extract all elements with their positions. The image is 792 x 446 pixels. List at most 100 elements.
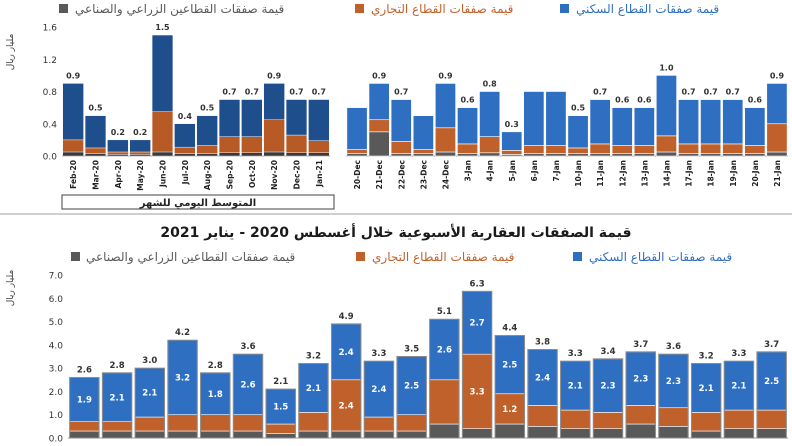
bar-total-label: 2.8 [110,361,125,371]
bar-segment-residential [501,131,523,151]
bar-frame [429,318,460,439]
legend-swatch-commercial-bottom [356,252,365,261]
x-tick-label: Jun-20 [159,160,168,188]
bar-segment-commercial [744,145,766,154]
bar-segment-commercial [691,412,722,432]
bar-segment-agri_industrial [545,153,567,157]
bar-residential-label: 2.5 [764,377,779,387]
bar-segment-commercial [368,119,390,133]
bar-segment-agri_industrial [200,430,231,439]
bar-total-label: 3.8 [535,338,550,348]
x-tick-label: 14-Jan [662,160,671,187]
bar-segment-commercial [265,423,296,434]
bar-segment-commercial [346,149,368,154]
bar-segment-residential [722,99,744,145]
bar-segment-residential [368,83,390,121]
legend-commercial-bottom: قيمة صفقات القطاع التجاري [372,250,514,265]
bar-segment-commercial [285,134,308,153]
bar-frame [527,349,558,439]
x-tick-label: 7-Jan [552,160,561,182]
x-tick-label: 20-Dec [353,160,362,189]
bar-segment-residential [723,360,754,411]
bar-segment-agri_industrial [265,433,296,439]
bar-segment-agri_industrial [84,153,107,157]
x-tick-label: 13-Jan [640,160,649,187]
bar-segment-agri_industrial [429,423,460,439]
bar-frame [167,339,198,439]
bar-total-label: 0.5 [571,104,586,113]
x-tick-label: Aug-20 [203,160,212,190]
bar-segment-agri_industrial [390,153,412,157]
bar-segment-residential [655,75,677,137]
x-tick-label: Apr-20 [114,160,123,188]
top-y-axis-label: مليار ريال [6,34,16,71]
bar-total-label: 3.2 [699,351,714,361]
bar-segment-residential [62,83,84,141]
bar-segment-commercial [134,416,165,432]
bar-segment-agri_industrial [134,430,165,439]
bar-total-label: 0.4 [178,112,193,121]
bar-total-label: 2.6 [77,365,92,375]
bottom-chart-title: قيمة الصفقات العقارية الأسبوعية خلال أغس… [160,223,631,241]
bar-total-label: 3.7 [764,340,779,350]
y-tick-label: 4.0 [49,341,64,351]
bar-total-label: 0.2 [111,128,125,137]
bar-residential-label: 2.6 [437,346,452,356]
bar-segment-commercial [462,353,493,429]
bar-segment-commercial [84,147,107,154]
bar-total-label: 0.7 [312,88,326,97]
bar-total-label: 3.3 [568,349,583,359]
legend-commercial-top: قيمة صفقات القطاع التجاري [371,2,513,17]
x-tick-label: 10-Jan [574,160,583,187]
bar-segment-residential [285,99,308,136]
bar-segment-residential [84,115,107,149]
bar-total-label: 3.3 [731,349,746,359]
y-tick-label: 7.0 [49,272,64,282]
bar-total-label: 3.2 [306,351,321,361]
bar-segment-commercial [200,414,231,432]
bar-segment-agri_industrial [232,430,264,439]
y-tick-label: 0.0 [49,435,64,445]
bar-segment-commercial [560,409,591,429]
x-tick-label: 3-Jan [464,160,473,182]
bar-segment-commercial [196,145,218,154]
bar-segment-agri_industrial [658,426,689,439]
bar-segment-commercial [308,140,330,153]
bar-segment-commercial [429,379,460,425]
bar-segment-commercial [390,141,412,154]
bar-total-label: 3.3 [371,349,386,359]
bar-total-label: 0.9 [66,71,81,80]
x-tick-label: Jul-20 [181,160,190,185]
bar-frame [232,353,264,439]
bar-total-label: 0.2 [133,128,147,137]
bar-residential-label: 2.1 [731,382,746,392]
bar-total-label: 3.5 [404,345,419,355]
y-tick-label: 5.0 [49,318,64,328]
bar-commercial-label: 2.4 [339,401,354,411]
bar-total-label: 3.4 [600,347,615,357]
bar-total-label: 0.6 [748,96,763,105]
bar-residential-label: 1.5 [273,403,288,413]
bar-total-label: 1.0 [659,63,674,72]
bar-segment-agri_industrial [744,153,766,157]
bar-segment-residential [744,107,766,146]
y-tick-label: 0.8 [43,88,58,98]
bar-segment-agri_industrial [368,131,390,157]
bar-segment-residential [412,115,434,150]
bar-segment-commercial [501,150,523,155]
bar-segment-commercial [151,111,174,153]
bar-frame [265,388,296,439]
bar-frame [461,290,493,439]
x-tick-label: Nov-20 [270,160,279,190]
x-tick-label: Feb-20 [69,160,78,189]
bar-segment-residential [611,107,633,146]
bar-segment-commercial [174,146,196,154]
x-tick-label: 19-Jan [729,160,738,187]
bar-frame [101,372,133,439]
bar-segment-commercial [62,139,84,153]
bar-frame [592,358,624,439]
bar-total-label: 0.7 [593,88,607,97]
bar-residential-label: 2.3 [633,375,648,385]
x-tick-label: 21-Jan [773,160,782,187]
bar-segment-agri_industrial [263,151,285,157]
